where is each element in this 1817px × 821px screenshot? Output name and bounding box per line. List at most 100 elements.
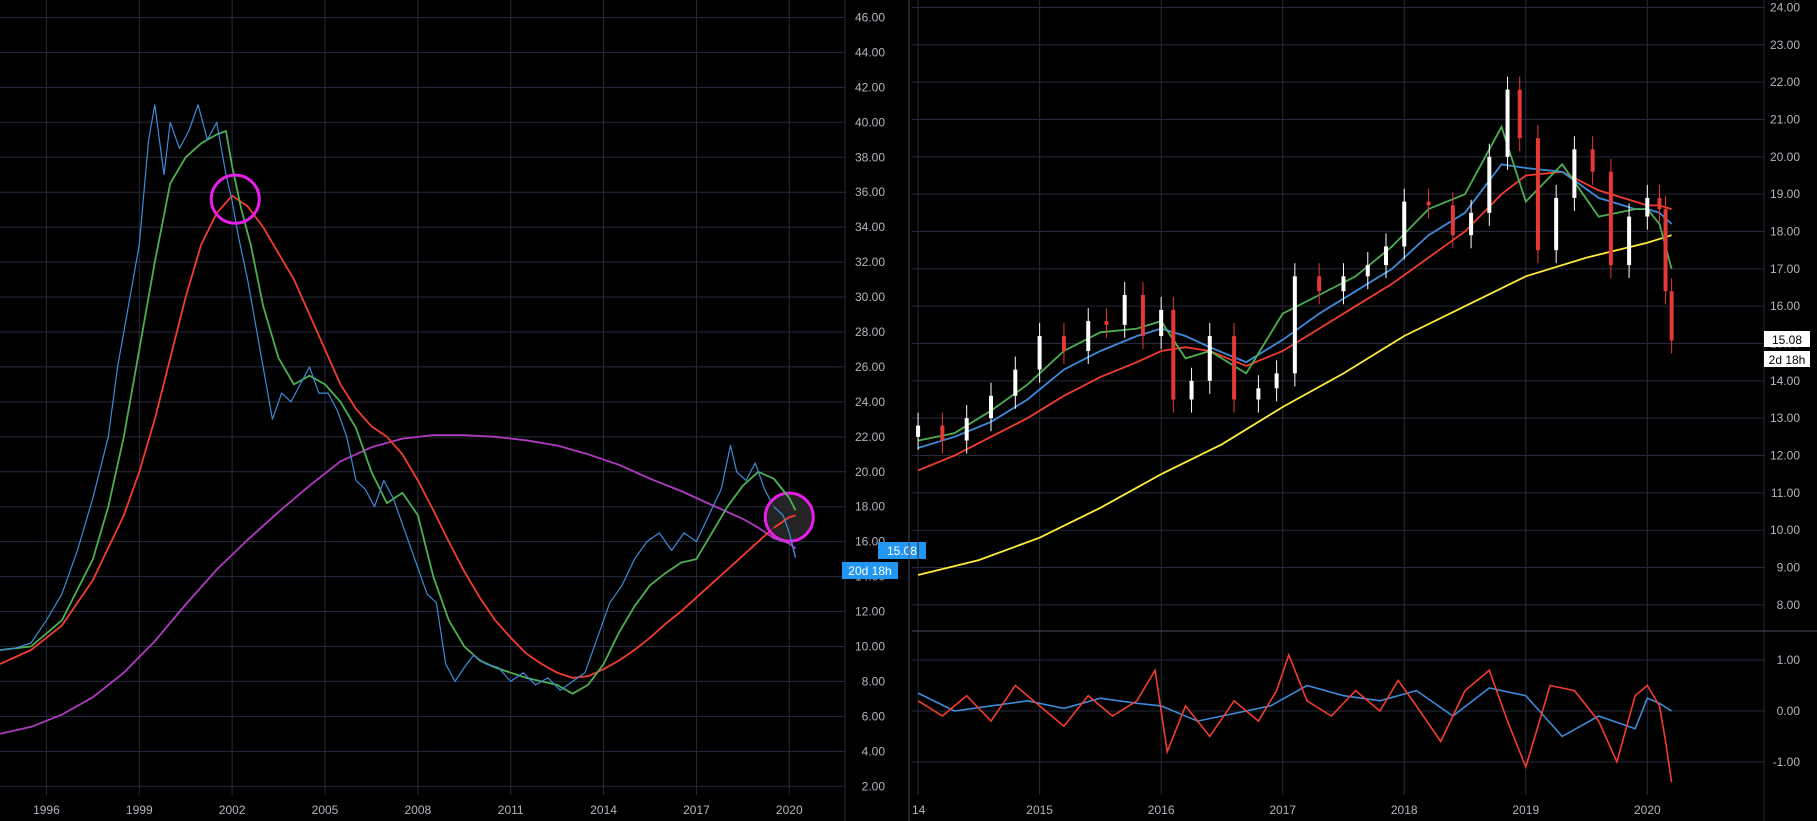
candle-body	[1402, 201, 1407, 247]
right-y-tick-label: 11.00	[1771, 486, 1800, 500]
candle-body	[1013, 369, 1018, 396]
candle-body	[989, 395, 994, 419]
right-x-tick-label: 2018	[1391, 803, 1418, 817]
right-series	[916, 76, 1674, 576]
candle-body	[1317, 276, 1322, 292]
left-price-tail	[773, 506, 797, 558]
right-y-tick-label: 18.00	[1770, 224, 1800, 238]
right-daily-chart[interactable]: 8.009.0010.0011.0012.0013.0014.0015.0016…	[912, 0, 1817, 821]
left-fast-ma-tail	[773, 478, 797, 511]
left-y-tick-label: 32.00	[855, 255, 885, 269]
right-mid-ma-line	[917, 163, 1673, 449]
left-slow-ma-tail	[773, 537, 797, 550]
candle-body	[1274, 373, 1279, 389]
candle-body	[1365, 265, 1370, 277]
left-series	[0, 104, 797, 735]
left-x-tick-label: 2011	[498, 803, 524, 817]
left-x-tick-label: 2002	[219, 803, 246, 817]
right-x-tick-label: 2020	[1634, 803, 1661, 817]
candle-body	[1657, 197, 1662, 210]
candle-body	[916, 425, 921, 437]
right-x-tick-label: 14	[912, 803, 926, 817]
left-x-tick-label: 2017	[683, 803, 710, 817]
left-y-tick-label: 8.00	[862, 674, 886, 688]
oscillator-axis[interactable]: 1.00 0.00 -1.00	[1773, 653, 1801, 769]
highlight-circle	[763, 491, 815, 543]
left-y-tick-label: 4.00	[862, 744, 886, 758]
right-time-axis[interactable]: 14 2015 2016 2017 2018 2019 2020	[912, 803, 1661, 817]
right-y-tick-label: 13.00	[1770, 411, 1800, 425]
left-mid-ma-tail	[773, 514, 796, 529]
left-y-tick-label: 6.00	[862, 709, 886, 723]
candle-body	[1061, 336, 1066, 351]
left-time-axis[interactable]: 1996 1999 2002 2005 2008 2011 2014 2017 2020	[33, 803, 803, 817]
left-y-tick-label: 28.00	[855, 325, 885, 339]
highlight-circle	[209, 173, 261, 225]
left-x-tick-label: 1999	[126, 803, 153, 817]
candle-body	[1663, 209, 1668, 292]
candle-body	[1469, 212, 1474, 236]
left-y-tick-label: 34.00	[855, 220, 885, 234]
right-y-tick-label: 12.00	[1770, 449, 1800, 463]
left-y-tick-label: 42.00	[855, 80, 885, 94]
left-y-tick-label: 16.00	[855, 535, 885, 549]
left-fast-ma-line	[0, 130, 797, 695]
left-price-badge-bg	[878, 542, 926, 559]
left-y-tick-label: 12.00	[855, 605, 885, 619]
right-long-ma-line	[917, 234, 1672, 576]
candle-body	[1590, 149, 1595, 172]
right-price-badge-text: 15.08	[1772, 333, 1802, 347]
left-slow-ma-line	[0, 434, 797, 735]
right-slow-ma-line	[917, 170, 1672, 472]
left-price-badge: 15.08 20d 18h	[842, 542, 926, 579]
left-y-tick-label: 36.00	[855, 185, 885, 199]
oscillator-osc-fast-line	[917, 652, 1673, 783]
osc-y-tick-label: 1.00	[1777, 653, 1801, 667]
candle-body	[1086, 321, 1091, 351]
left-highlight-circles	[209, 173, 815, 558]
candle-body	[1122, 294, 1127, 325]
candle-body	[1505, 89, 1510, 157]
candle-body	[1572, 149, 1577, 198]
candle-body	[1450, 205, 1455, 236]
left-y-tick-label: 18.00	[855, 500, 885, 514]
left-y-tick-label: 38.00	[855, 150, 885, 164]
left-y-tick-label: 24.00	[855, 395, 885, 409]
right-y-tick-label: 19.00	[1770, 187, 1800, 201]
right-x-tick-label: 2019	[1512, 803, 1539, 817]
left-y-tick-label: 46.00	[855, 10, 885, 24]
left-price-axis[interactable]: 2.004.006.008.0010.0012.0014.0016.0018.0…	[855, 10, 885, 793]
right-price-badge: 15.08 2d 18h	[1764, 331, 1810, 367]
left-y-tick-label: 22.00	[855, 430, 885, 444]
left-monthly-chart[interactable]: 2.004.006.008.0010.0012.0014.0016.0018.0…	[0, 0, 926, 821]
candle-body	[1645, 197, 1650, 217]
right-countdown-badge-text: 2d 18h	[1769, 353, 1806, 367]
candle-body	[1384, 246, 1389, 266]
candle-body	[1232, 336, 1237, 400]
candle-body	[1256, 388, 1261, 400]
oscillator-osc-slow-line	[917, 684, 1673, 738]
left-x-tick-label: 2020	[776, 803, 803, 817]
left-y-tick-label: 2.00	[862, 779, 886, 793]
left-countdown-badge-text: 20d 18h	[848, 564, 891, 578]
right-price-axis[interactable]: 8.009.0010.0011.0012.0013.0014.0015.0016…	[1770, 0, 1800, 611]
left-price-badge-text: 15.08	[887, 544, 917, 558]
right-y-tick-label: 24.00	[1770, 0, 1800, 14]
left-y-tick-label: 40.00	[855, 115, 885, 129]
left-price-line	[0, 104, 797, 691]
right-y-tick-label: 16.00	[1770, 299, 1800, 313]
left-y-tick-label: 44.00	[855, 45, 885, 59]
candle-body	[1171, 309, 1176, 400]
right-y-tick-label: 17.00	[1770, 262, 1800, 276]
left-y-tick-label: 30.00	[855, 290, 885, 304]
candle-body	[1292, 276, 1297, 374]
right-y-tick-label: 9.00	[1777, 561, 1801, 575]
candle-body	[940, 425, 945, 441]
right-y-tick-label: 8.00	[1777, 598, 1801, 612]
left-x-tick-label: 2014	[590, 803, 617, 817]
candle-body	[1159, 309, 1164, 337]
candle-body	[1608, 171, 1613, 266]
candle-body	[964, 418, 969, 441]
right-x-tick-label: 2015	[1026, 803, 1053, 817]
